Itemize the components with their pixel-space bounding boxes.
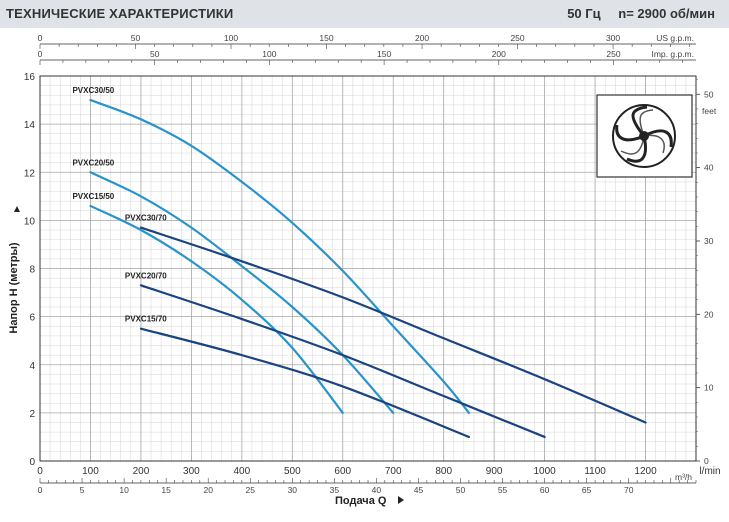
m3h-tick-label: 15	[161, 485, 171, 495]
us-gpm-tick-label: 200	[415, 33, 429, 43]
m3h-tick-label: 55	[498, 485, 508, 495]
m3h-tick-label: 30	[288, 485, 298, 495]
imp-gpm-tick-label: 200	[492, 49, 506, 59]
us-gpm-tick-label: 300	[606, 33, 620, 43]
frequency-label: 50 Гц	[567, 6, 601, 21]
imp-gpm-tick-label: 150	[377, 49, 391, 59]
header-bar: ТЕХНИЧЕСКИЕ ХАРАКТЕРИСТИКИ 50 Гц n= 2900…	[0, 0, 729, 28]
m3h-tick-label: 60	[540, 485, 550, 495]
us-gpm-tick-label: 0	[38, 33, 43, 43]
y-tick-label: 6	[29, 313, 35, 324]
imp-gpm-tick-label: 0	[38, 49, 43, 59]
x-tick-label: 400	[234, 466, 251, 477]
us-gpm-tick-label: 150	[319, 33, 333, 43]
spec-info: 50 Гц n= 2900 об/мин	[553, 6, 715, 21]
us-gpm-tick-label: 250	[510, 33, 524, 43]
x-unit-label: l/min	[699, 466, 720, 477]
feet-unit-label: feet	[702, 106, 717, 116]
m3h-tick-label: 40	[372, 485, 382, 495]
y-tick-label: 8	[29, 265, 35, 276]
y-axis-ticks: 0 2 4 6 8 10 12 14 16	[24, 72, 36, 468]
series-label: PVXC15/50	[72, 192, 114, 201]
x-tick-label: 900	[486, 466, 503, 477]
series-label: PVXC15/70	[125, 315, 167, 324]
m3h-tick-label: 35	[330, 485, 340, 495]
feet-tick-label: 10	[704, 383, 714, 393]
us-gpm-unit-label: US g.p.m.	[656, 33, 694, 43]
series-label: PVXC20/50	[72, 158, 114, 167]
x-axis-title: Подача Q	[335, 495, 387, 507]
series-label: PVXC30/50	[72, 86, 114, 95]
m3h-tick-label: 50	[456, 485, 466, 495]
m3h-tick-label: 5	[80, 485, 85, 495]
x-tick-label: 1000	[533, 466, 556, 477]
y-axis-title: Напор H (метры)	[8, 242, 20, 333]
xlabel-arrow-icon	[398, 496, 404, 504]
speed-label: n= 2900 об/мин	[618, 6, 715, 21]
series-lines	[89, 98, 647, 439]
y-tick-label: 10	[24, 216, 36, 227]
x-axis-ticks: 0 100 200 300 400 500 600 700 800 900 1000 1100 1200…	[37, 466, 720, 477]
m3h-tick-label: 10	[119, 485, 129, 495]
impeller-icon	[596, 94, 693, 178]
x-tick-label: 1100	[584, 466, 606, 477]
m3h-tick-label: 0	[38, 485, 43, 495]
y-tick-label: 2	[29, 409, 35, 420]
imp-gpm-tick-label: 250	[606, 49, 620, 59]
page-title: ТЕХНИЧЕСКИЕ ХАРАКТЕРИСТИКИ	[6, 6, 234, 21]
x-tick-label: 500	[284, 466, 301, 477]
x-tick-label: 1200	[634, 466, 657, 477]
y-tick-label: 14	[24, 120, 36, 131]
x-tick-label: 800	[435, 466, 452, 477]
m3h-unit-label: m³/h	[675, 472, 692, 482]
x-tick-label: 700	[385, 466, 402, 477]
m3h-tick-label: 20	[203, 485, 213, 495]
m3h-axis: 0 5 10 15 20 25 30 35 40 45 50 55 60 65 70 m³/h	[38, 472, 697, 495]
top-axes: 0 50 100 150 200 250 300 0 50 100 150 200 250 US g.p.…	[38, 33, 696, 65]
x-tick-label: 600	[334, 466, 351, 477]
x-tick-label: 0	[37, 466, 43, 477]
m3h-tick-label: 25	[246, 485, 256, 495]
series-line-PVXC15-70	[139, 327, 471, 439]
y-tick-label: 12	[24, 168, 36, 179]
imp-gpm-unit-label: Imp. g.p.m.	[651, 49, 694, 59]
feet-axis: 0 10 20 30 40 50 feet	[696, 79, 717, 466]
us-gpm-tick-label: 50	[131, 33, 141, 43]
series-label: PVXC20/70	[125, 271, 167, 280]
y-tick-label: 16	[24, 72, 36, 83]
ylabel-arrow-icon	[14, 206, 20, 212]
feet-tick-label: 50	[704, 89, 714, 99]
imp-gpm-tick-label: 100	[262, 49, 276, 59]
series-label: PVXC30/70	[125, 214, 167, 223]
feet-tick-label: 40	[704, 163, 714, 173]
plot-frame	[39, 75, 697, 462]
m3h-tick-label: 45	[414, 485, 424, 495]
series-line-PVXC15-50	[89, 204, 344, 414]
x-tick-label: 300	[183, 466, 200, 477]
m3h-tick-label: 65	[582, 485, 592, 495]
series-line-PVXC30-70	[139, 226, 647, 424]
x-tick-label: 200	[133, 466, 150, 477]
y-tick-label: 0	[29, 457, 35, 468]
feet-tick-label: 30	[704, 236, 714, 246]
series-labels: PVXC30/50 PVXC20/50 PVXC15/50 PVXC30/70 PVXC…	[72, 86, 167, 324]
x-tick-label: 100	[82, 466, 99, 477]
us-gpm-tick-label: 100	[224, 33, 238, 43]
feet-tick-label: 20	[704, 309, 714, 319]
m3h-tick-label: 70	[624, 485, 634, 495]
feet-tick-label: 0	[704, 456, 709, 466]
imp-gpm-tick-label: 50	[150, 49, 160, 59]
series-line-PVXC30-50	[89, 98, 471, 414]
series-line-PVXC20-70	[139, 284, 546, 439]
y-tick-label: 4	[29, 361, 35, 372]
